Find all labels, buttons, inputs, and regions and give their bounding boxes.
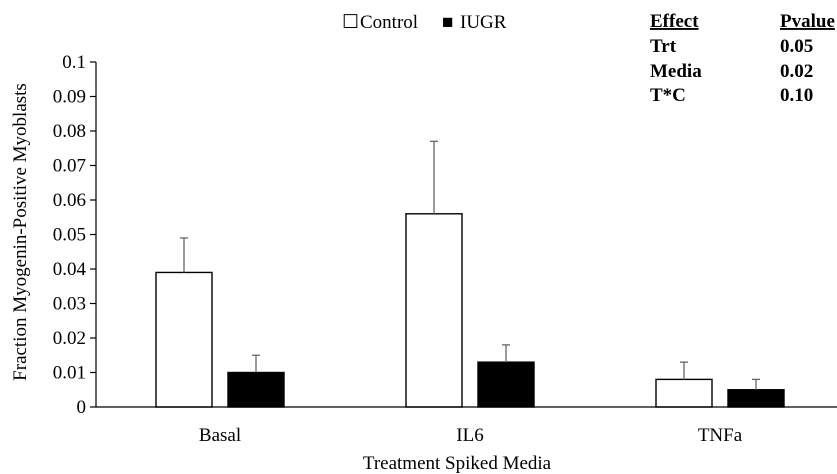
y-tick-label: 0.05 (53, 225, 86, 246)
y-axis-ticks: 0 0.01 0.02 0.03 0.04 0.05 0.06 0.07 0.08 0.09 0.1 (53, 52, 96, 418)
y-tick-label: 0.03 (53, 294, 86, 315)
y-tick-label: 0.04 (53, 259, 87, 280)
y-tick-label: 0.1 (62, 52, 86, 73)
y-tick-label: 0.08 (53, 121, 86, 142)
x-category-label-il6: IL6 (456, 425, 483, 446)
bar-control-basal (155, 271, 213, 408)
y-tick-label: 0.01 (53, 363, 86, 384)
y-axis-title: Fraction Myogenin-Positive Myoblasts (10, 83, 31, 381)
legend-control-label: Control (360, 12, 418, 33)
legend-iugr-label: IUGR (460, 12, 507, 33)
y-tick-label: 0.07 (53, 156, 86, 177)
y-tick-label: 0 (77, 397, 87, 418)
bar-control-tnfa (655, 378, 713, 408)
stats-row-txc-pvalue: 0.10 (780, 85, 813, 106)
error-bars (180, 140, 760, 390)
x-category-label-basal: Basal (199, 425, 241, 446)
x-axis-title: Treatment Spiked Media (363, 453, 552, 474)
stats-header-effect: Effect (650, 11, 699, 32)
y-tick-label: 0.02 (53, 328, 86, 349)
legend: ☐ Control ■ IUGR (342, 12, 507, 33)
stats-row-trt-effect: Trt (650, 36, 677, 57)
stats-row-txc-effect: T*C (650, 85, 686, 106)
stats-header-pvalue: Pvalue (780, 11, 835, 32)
x-category-label-tnfa: TNFa (698, 425, 743, 446)
stats-row-trt-pvalue: 0.05 (780, 36, 813, 57)
bar-iugr-tnfa (727, 389, 785, 408)
bars (155, 213, 785, 408)
y-tick-label: 0.06 (53, 190, 86, 211)
stats-row-media-effect: Media (650, 61, 702, 82)
stats-row-media-pvalue: 0.02 (780, 61, 813, 82)
legend-iugr-marker: ■ (442, 12, 453, 33)
y-tick-label: 0.09 (53, 87, 86, 108)
x-axis-category-labels: Basal IL6 TNFa (199, 425, 743, 446)
bar-control-il6 (405, 213, 463, 408)
legend-control-marker: ☐ (342, 12, 359, 33)
bar-iugr-basal (227, 371, 285, 408)
stats-table: Effect Pvalue Trt 0.05 Media 0.02 T*C 0.… (650, 11, 835, 106)
bar-iugr-il6 (477, 361, 535, 408)
